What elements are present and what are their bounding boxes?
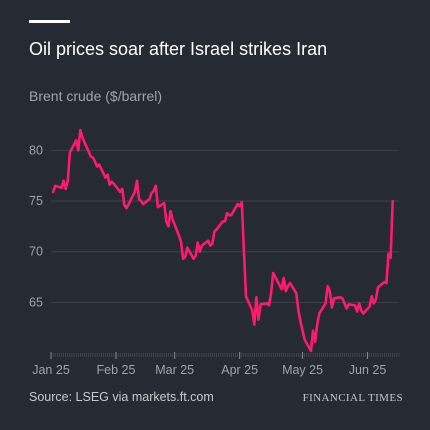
x-tick-label: Jun 25 (349, 363, 387, 377)
source-note: Source: LSEG via markets.ft.com (29, 390, 214, 404)
chart-title: Oil prices soar after Israel strikes Ira… (29, 39, 328, 59)
y-tick-label: 65 (29, 295, 43, 309)
x-tick-label: Mar 25 (155, 363, 194, 377)
y-tick-label: 80 (29, 143, 43, 157)
y-tick-label: 75 (29, 194, 43, 208)
x-tick-label: Jan 25 (32, 363, 70, 377)
x-tick-label: Apr 25 (221, 363, 258, 377)
y-tick-label: 70 (29, 245, 43, 259)
x-tick-label: May 25 (282, 363, 323, 377)
header-rule (29, 20, 70, 23)
chart-subtitle: Brent crude ($/barrel) (29, 88, 163, 104)
brand-logo: FINANCIAL TIMES (302, 392, 403, 404)
x-tick-label: Feb 25 (97, 363, 136, 377)
brent-price-line (51, 128, 394, 353)
